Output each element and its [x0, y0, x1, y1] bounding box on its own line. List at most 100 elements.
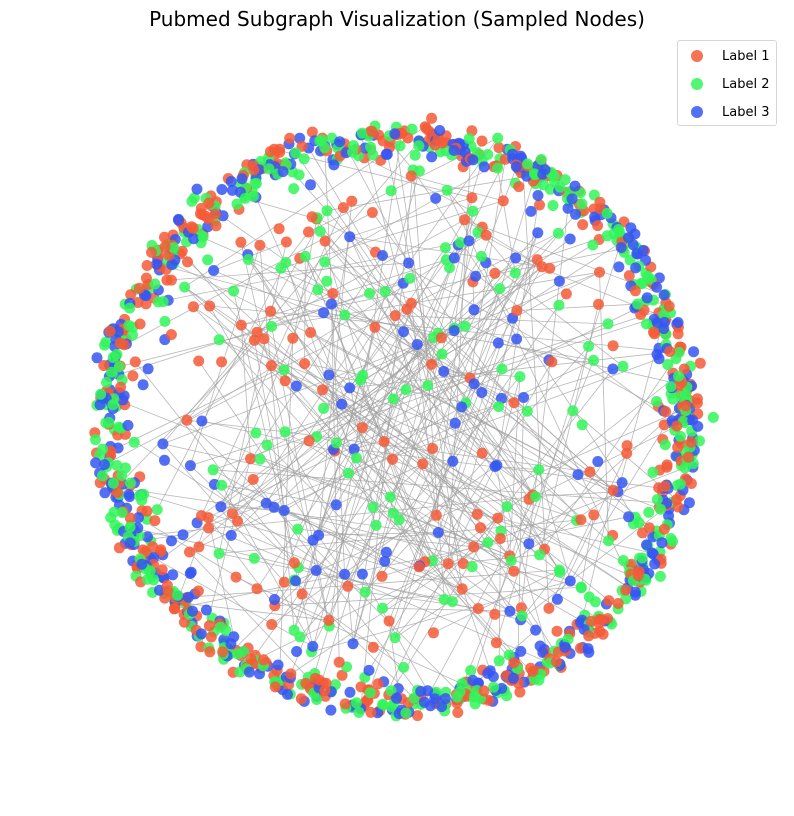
graph-node-label-1 [124, 512, 136, 524]
graph-edge [352, 232, 479, 644]
graph-node-label-2 [377, 698, 389, 710]
graph-node-label-2 [292, 523, 304, 535]
graph-node-label-3 [344, 382, 356, 394]
graph-node-label-2 [441, 184, 453, 196]
legend-marker-label-2 [691, 78, 703, 90]
graph-node-label-3 [166, 535, 177, 547]
graph-node-label-2 [516, 610, 528, 622]
graph-node-label-1 [673, 379, 685, 391]
graph-node-label-2 [330, 437, 342, 449]
graph-node-label-1 [367, 641, 379, 653]
graph-edge [235, 576, 329, 621]
graph-node-label-1 [489, 608, 501, 620]
graph-node-label-2 [465, 665, 477, 676]
graph-node-label-2 [428, 332, 440, 343]
graph-node-label-1 [113, 542, 125, 554]
graph-node-label-2 [207, 464, 219, 476]
graph-node-label-2 [400, 707, 412, 719]
graph-node-label-3 [637, 244, 649, 256]
graph-node-label-3 [154, 584, 165, 596]
graph-node-label-3 [482, 667, 494, 679]
graph-edge [304, 256, 433, 561]
graph-edge [393, 512, 601, 632]
graph-node-label-1 [577, 219, 589, 231]
graph-edge [384, 291, 464, 564]
graph-edge [324, 261, 560, 571]
graph-node-label-3 [569, 180, 581, 192]
graph-node-label-3 [438, 366, 450, 377]
graph-node-label-2 [576, 419, 588, 431]
graph-node-label-3 [151, 258, 162, 270]
graph-node-label-1 [356, 422, 368, 434]
graph-edge [207, 517, 235, 637]
graph-edge [347, 525, 377, 587]
graph-node-label-2 [97, 470, 108, 482]
graph-node-label-2 [385, 685, 397, 697]
graph-node-label-2 [547, 200, 559, 211]
graph-node-label-3 [525, 205, 537, 217]
graph-edge [319, 231, 385, 442]
graph-node-label-1 [274, 146, 286, 158]
graph-edge [472, 469, 540, 681]
graph-edge [158, 240, 470, 303]
graph-node-label-1 [405, 170, 417, 182]
graph-node-label-2 [589, 596, 601, 608]
graph-node-label-1 [132, 297, 144, 308]
graph-node-label-3 [463, 235, 475, 247]
graph-node-label-1 [691, 397, 703, 409]
graph-node-label-2 [385, 701, 397, 712]
graph-node-label-1 [295, 693, 307, 705]
graph-edge [186, 419, 464, 697]
graph-node-label-1 [176, 245, 188, 257]
graph-edge [418, 566, 463, 590]
graph-edge [394, 506, 508, 638]
graph-edge [240, 242, 433, 561]
graph-node-label-1 [612, 598, 624, 609]
graph-node-label-2 [651, 494, 663, 505]
graph-node-label-1 [603, 595, 615, 607]
graph-node-label-1 [193, 355, 205, 367]
graph-node-label-2 [554, 564, 565, 576]
graph-node-label-2 [116, 470, 128, 481]
graph-node-label-2 [111, 460, 123, 471]
graph-node-label-3 [290, 575, 302, 587]
graph-node-label-2 [588, 354, 599, 366]
graph-node-label-1 [489, 267, 501, 279]
graph-edge [388, 620, 399, 689]
graph-node-label-1 [280, 236, 292, 248]
graph-edge [240, 325, 251, 459]
graph-node-label-2 [365, 141, 377, 153]
graph-node-label-3 [515, 645, 527, 657]
graph-node-label-2 [263, 163, 275, 175]
graph-node-label-1 [248, 164, 260, 176]
graph-node-label-1 [459, 214, 470, 226]
graph-node-label-2 [662, 359, 674, 370]
graph-node-label-2 [293, 169, 305, 181]
graph-node-label-1 [476, 447, 488, 459]
graph-node-label-1 [184, 546, 195, 558]
graph-node-label-3 [330, 499, 342, 511]
graph-node-label-3 [307, 640, 319, 652]
graph-node-label-2 [583, 340, 595, 352]
graph-node-label-3 [325, 704, 337, 716]
graph-node-label-1 [623, 270, 635, 282]
graph-node-label-1 [596, 614, 607, 626]
graph-node-label-1 [303, 226, 314, 238]
graph-node-label-1 [245, 653, 257, 665]
graph-node-label-3 [291, 646, 303, 657]
graph-node-label-2 [603, 535, 614, 547]
graph-edge [114, 326, 272, 491]
graph-node-label-3 [572, 469, 584, 481]
graph-node-label-2 [151, 504, 163, 516]
graph-node-label-3 [649, 558, 661, 570]
graph-edge [193, 306, 499, 519]
graph-node-label-1 [278, 576, 290, 588]
graph-node-label-2 [667, 535, 679, 547]
graph-node-label-3 [687, 414, 699, 426]
graph-node-label-1 [480, 229, 492, 241]
graph-node-label-3 [98, 459, 110, 470]
graph-node-label-1 [140, 272, 152, 284]
graph-node-label-3 [434, 125, 446, 136]
graph-node-label-3 [136, 558, 148, 570]
graph-node-label-1 [584, 466, 596, 478]
